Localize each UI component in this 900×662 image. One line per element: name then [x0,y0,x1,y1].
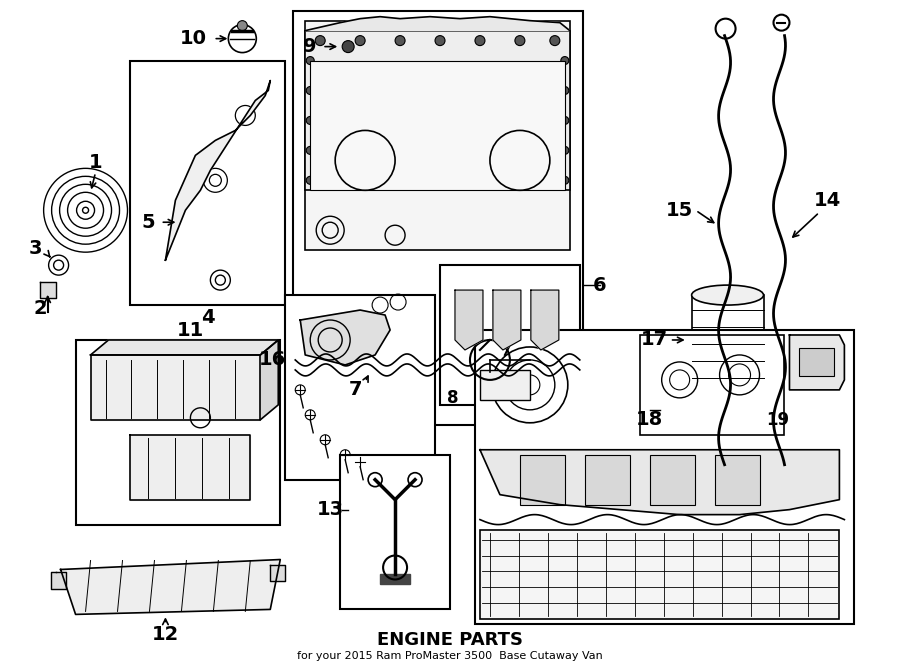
Text: 4: 4 [201,308,214,326]
Circle shape [475,36,485,46]
Circle shape [550,36,560,46]
Bar [691,295,763,395]
Circle shape [356,36,365,46]
Bar [305,21,570,250]
Polygon shape [305,17,570,30]
Circle shape [561,56,569,65]
Circle shape [435,36,445,46]
Bar [293,11,583,425]
Polygon shape [91,355,260,420]
Circle shape [306,176,314,184]
Bar [715,455,760,504]
Text: 13: 13 [317,500,344,519]
Polygon shape [301,310,390,365]
Bar [285,295,435,480]
Bar [440,265,580,405]
Text: 11: 11 [176,320,204,340]
Text: 5: 5 [141,213,156,232]
Bar [130,60,285,305]
Text: 14: 14 [814,191,841,210]
Polygon shape [493,290,521,350]
Circle shape [238,21,248,30]
Circle shape [561,117,569,124]
Polygon shape [166,81,270,260]
Bar [480,370,530,400]
Polygon shape [789,335,844,390]
Polygon shape [40,282,56,298]
Ellipse shape [691,385,763,405]
Circle shape [306,87,314,95]
Text: 2: 2 [34,299,48,318]
Bar [340,455,450,610]
Bar [585,455,630,504]
Bar [520,455,565,504]
Text: 19: 19 [766,411,789,429]
Circle shape [306,117,314,124]
Text: 3: 3 [29,239,42,258]
Bar [480,530,840,620]
Circle shape [306,56,314,65]
Bar [650,455,695,504]
Text: 8: 8 [447,389,459,407]
Text: for your 2015 Ram ProMaster 3500  Base Cutaway Van: for your 2015 Ram ProMaster 3500 Base Cu… [297,651,603,661]
Text: 9: 9 [303,37,317,56]
Polygon shape [455,290,483,350]
Circle shape [315,36,325,46]
Polygon shape [380,575,410,585]
Circle shape [561,146,569,154]
Text: 10: 10 [180,29,207,48]
Text: ENGINE PARTS: ENGINE PARTS [377,632,523,649]
Text: 6: 6 [593,275,607,295]
Bar [640,335,785,435]
Circle shape [342,40,354,52]
Circle shape [515,36,525,46]
Text: 15: 15 [666,201,693,220]
Circle shape [306,146,314,154]
Text: 16: 16 [258,350,286,369]
Polygon shape [531,290,559,350]
Polygon shape [260,340,278,420]
Polygon shape [480,449,840,514]
Circle shape [561,87,569,95]
Bar [475,330,854,624]
Text: 18: 18 [636,410,663,430]
Bar [76,340,280,524]
Ellipse shape [691,285,763,305]
Polygon shape [130,435,250,500]
Polygon shape [270,565,285,581]
Polygon shape [91,340,278,355]
Polygon shape [60,559,280,614]
Text: 7: 7 [348,381,362,399]
Text: 1: 1 [89,153,103,172]
Bar [310,60,565,190]
Circle shape [395,36,405,46]
Bar [799,348,834,376]
Bar [305,30,570,190]
Polygon shape [50,573,66,589]
Text: 17: 17 [641,330,668,350]
Text: 12: 12 [152,625,179,644]
Circle shape [561,176,569,184]
